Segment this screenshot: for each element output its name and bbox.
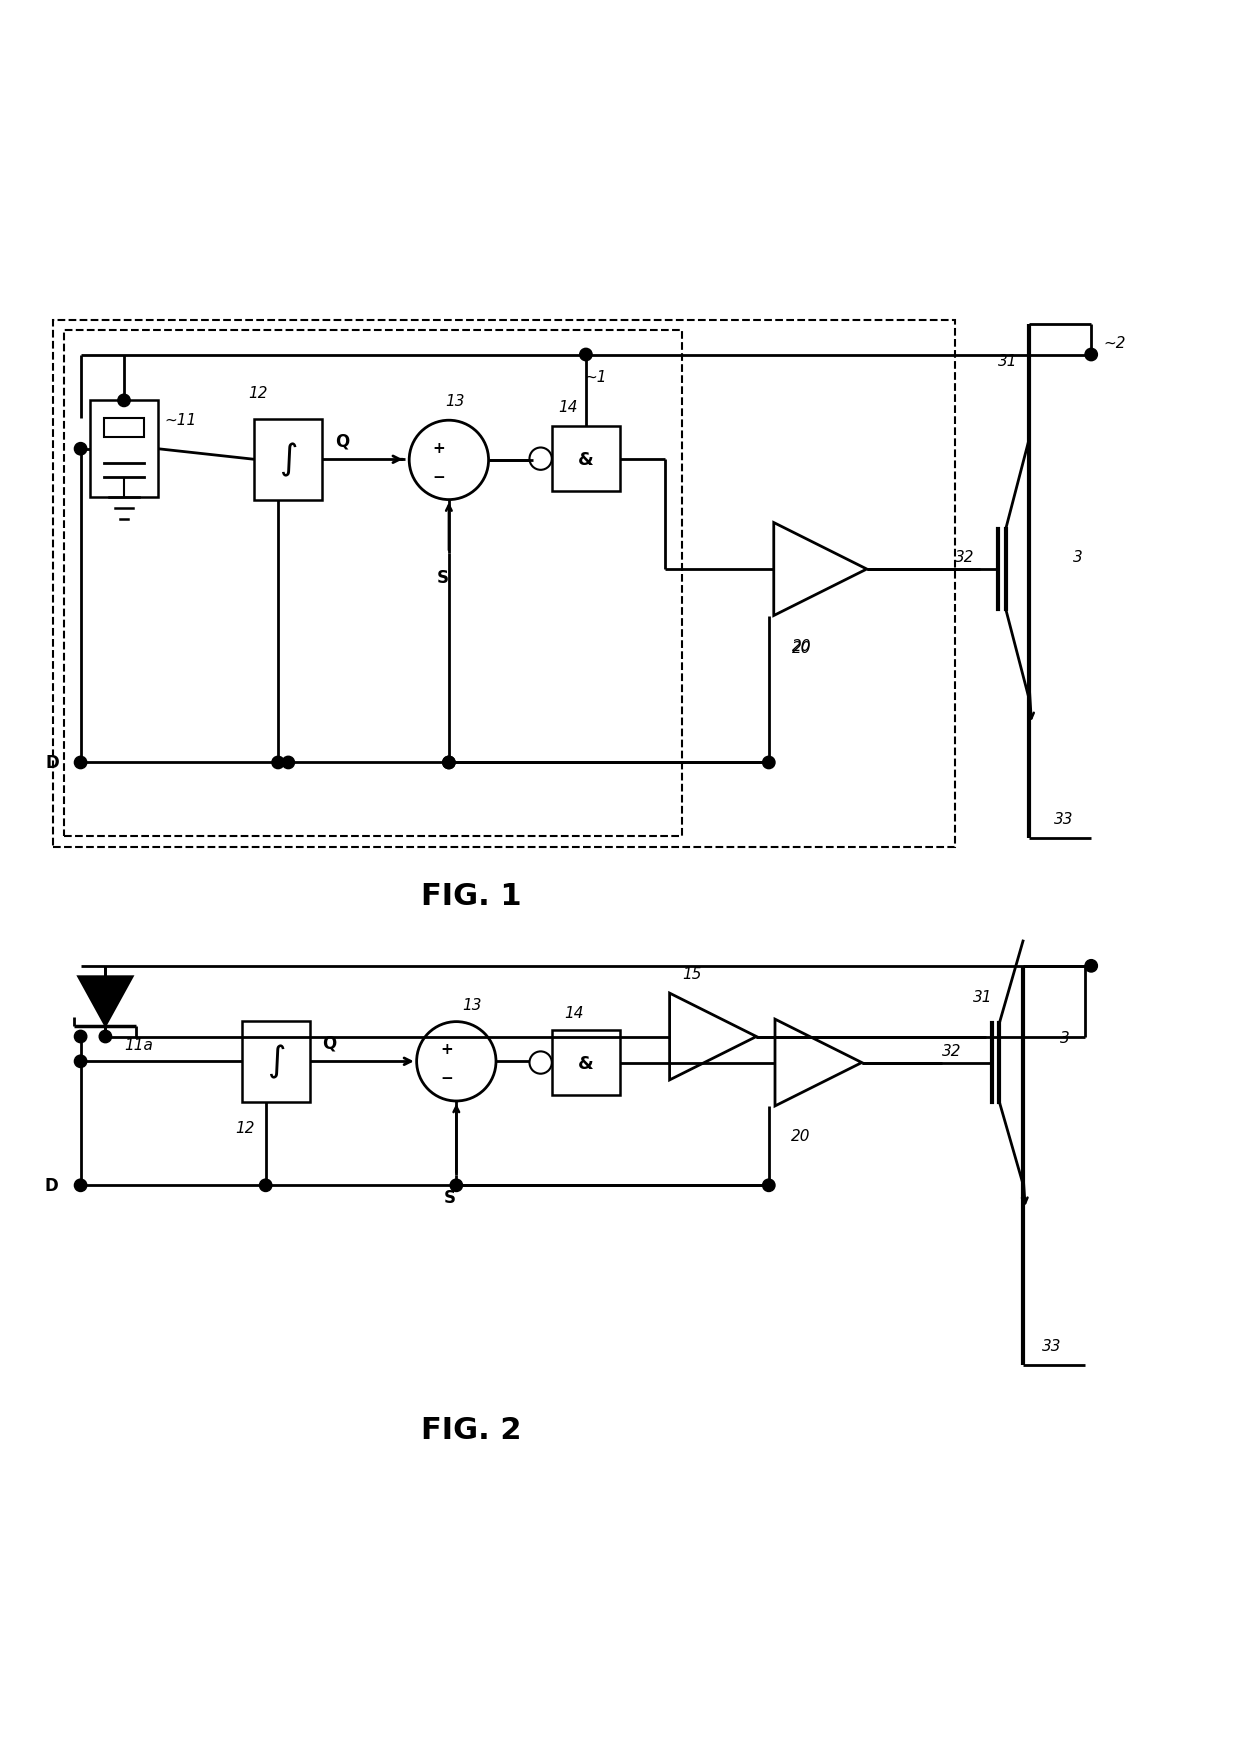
Text: &: & xyxy=(578,1053,594,1073)
Text: 20: 20 xyxy=(791,1129,811,1143)
Circle shape xyxy=(74,443,87,455)
Text: 12: 12 xyxy=(236,1120,255,1136)
Bar xyxy=(254,420,322,501)
Text: D: D xyxy=(46,753,60,773)
Text: FIG. 1: FIG. 1 xyxy=(420,882,522,910)
Circle shape xyxy=(74,1180,87,1192)
Bar xyxy=(552,1030,620,1095)
Text: Q: Q xyxy=(335,432,348,450)
Circle shape xyxy=(763,757,775,769)
Text: 3: 3 xyxy=(1073,550,1083,564)
Circle shape xyxy=(1085,349,1097,362)
Text: D: D xyxy=(45,1177,58,1194)
Circle shape xyxy=(74,1030,87,1043)
Text: 14: 14 xyxy=(558,400,578,415)
Circle shape xyxy=(259,1180,272,1192)
Text: &: & xyxy=(578,450,594,469)
Text: ~1: ~1 xyxy=(584,370,606,385)
Bar xyxy=(53,321,955,847)
Text: ~11: ~11 xyxy=(164,413,197,429)
Text: 3: 3 xyxy=(1060,1030,1070,1046)
Text: 20: 20 xyxy=(792,640,811,656)
Text: 20: 20 xyxy=(792,639,811,653)
Text: 33: 33 xyxy=(1042,1337,1061,1353)
Bar xyxy=(91,400,159,497)
Text: 31: 31 xyxy=(972,990,992,1005)
Circle shape xyxy=(281,757,294,769)
Text: Q: Q xyxy=(322,1034,336,1051)
Circle shape xyxy=(443,757,455,769)
Text: +: + xyxy=(440,1043,453,1057)
Circle shape xyxy=(1085,960,1097,972)
Text: 33: 33 xyxy=(1054,811,1074,826)
Text: +: + xyxy=(433,441,445,455)
Text: 32: 32 xyxy=(955,550,975,564)
Circle shape xyxy=(443,757,455,769)
Text: ~2: ~2 xyxy=(1104,335,1126,351)
Circle shape xyxy=(118,395,130,407)
Polygon shape xyxy=(78,977,133,1027)
Text: $\int$: $\int$ xyxy=(267,1043,285,1081)
Circle shape xyxy=(74,757,87,769)
Text: −: − xyxy=(440,1071,453,1085)
Bar xyxy=(242,1021,310,1102)
Text: 31: 31 xyxy=(998,355,1018,369)
Text: 15: 15 xyxy=(682,967,702,981)
Bar xyxy=(104,418,144,437)
Text: FIG. 2: FIG. 2 xyxy=(420,1415,522,1445)
Circle shape xyxy=(580,349,593,362)
Text: S: S xyxy=(436,568,449,586)
Bar xyxy=(64,330,682,836)
Text: 13: 13 xyxy=(463,997,482,1013)
Text: 12: 12 xyxy=(248,386,268,400)
Text: 13: 13 xyxy=(445,393,465,409)
Bar xyxy=(552,427,620,492)
Circle shape xyxy=(272,757,284,769)
Text: 14: 14 xyxy=(564,1005,584,1021)
Text: 32: 32 xyxy=(942,1043,962,1058)
Text: S: S xyxy=(444,1189,456,1207)
Text: 11a: 11a xyxy=(124,1037,153,1053)
Circle shape xyxy=(450,1180,463,1192)
Circle shape xyxy=(74,1055,87,1067)
Circle shape xyxy=(99,1030,112,1043)
Circle shape xyxy=(763,1180,775,1192)
Text: $\int$: $\int$ xyxy=(279,441,298,480)
Text: −: − xyxy=(433,469,445,485)
